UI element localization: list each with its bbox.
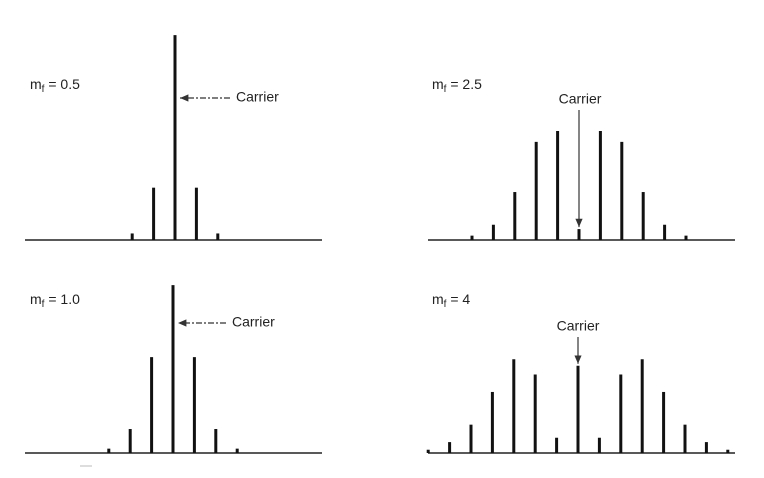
label-rest: = 4 bbox=[446, 291, 470, 307]
label-sub: f bbox=[444, 299, 447, 310]
carrier-label: Carrier bbox=[557, 318, 600, 334]
panel-label: mf = 1.0 bbox=[30, 291, 80, 310]
label-main: m bbox=[432, 291, 444, 307]
panel-label: mf = 2.5 bbox=[432, 76, 482, 95]
label-main: m bbox=[30, 76, 42, 92]
label-main: m bbox=[432, 76, 444, 92]
label-sub: f bbox=[42, 84, 45, 95]
label-main: m bbox=[30, 291, 42, 307]
panel-label: mf = 4 bbox=[432, 291, 470, 310]
carrier-label: Carrier bbox=[236, 89, 279, 105]
label-sub: f bbox=[42, 299, 45, 310]
panel-label: mf = 0.5 bbox=[30, 76, 80, 95]
carrier-label: Carrier bbox=[559, 91, 602, 107]
label-rest: = 0.5 bbox=[44, 76, 80, 92]
label-sub: f bbox=[444, 84, 447, 95]
carrier-label: Carrier bbox=[232, 314, 275, 330]
label-rest: = 2.5 bbox=[446, 76, 482, 92]
label-rest: = 1.0 bbox=[44, 291, 80, 307]
